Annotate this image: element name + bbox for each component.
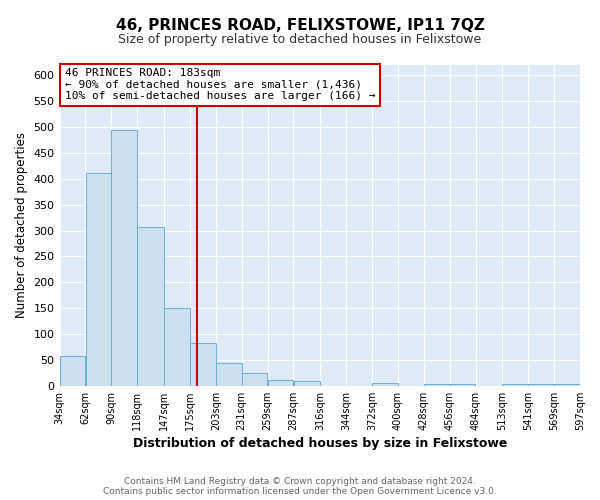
Bar bbox=[424, 384, 449, 386]
Bar bbox=[293, 380, 320, 386]
Text: 46, PRINCES ROAD, FELIXSTOWE, IP11 7QZ: 46, PRINCES ROAD, FELIXSTOWE, IP11 7QZ bbox=[116, 18, 484, 32]
Bar bbox=[59, 356, 85, 386]
Text: Contains HM Land Registry data © Crown copyright and database right 2024.: Contains HM Land Registry data © Crown c… bbox=[124, 477, 476, 486]
Bar bbox=[268, 380, 293, 386]
X-axis label: Distribution of detached houses by size in Felixstowe: Distribution of detached houses by size … bbox=[133, 437, 507, 450]
Bar bbox=[164, 308, 190, 386]
Bar bbox=[137, 227, 164, 386]
Bar bbox=[112, 130, 137, 386]
Bar bbox=[502, 384, 528, 386]
Bar bbox=[529, 384, 554, 386]
Bar bbox=[216, 362, 242, 386]
Bar bbox=[190, 343, 215, 386]
Text: Size of property relative to detached houses in Felixstowe: Size of property relative to detached ho… bbox=[118, 32, 482, 46]
Text: 46 PRINCES ROAD: 183sqm
← 90% of detached houses are smaller (1,436)
10% of semi: 46 PRINCES ROAD: 183sqm ← 90% of detache… bbox=[65, 68, 375, 102]
Text: Contains public sector information licensed under the Open Government Licence v3: Contains public sector information licen… bbox=[103, 487, 497, 496]
Bar bbox=[86, 172, 111, 386]
Bar bbox=[554, 384, 580, 386]
Bar bbox=[372, 383, 398, 386]
Bar bbox=[242, 373, 268, 386]
Bar bbox=[450, 384, 475, 386]
Y-axis label: Number of detached properties: Number of detached properties bbox=[15, 132, 28, 318]
